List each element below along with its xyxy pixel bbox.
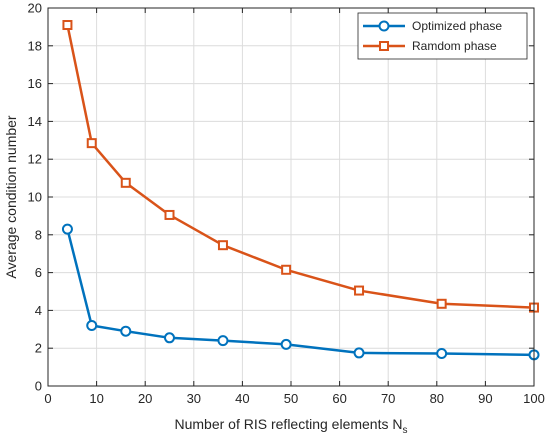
y-tick-label: 16 xyxy=(28,76,42,91)
y-tick-label: 10 xyxy=(28,190,42,205)
legend-box xyxy=(357,12,528,60)
data-point-random xyxy=(120,177,131,188)
data-point-optimized xyxy=(280,338,292,350)
x-tick-label: 40 xyxy=(235,391,249,406)
data-point-random xyxy=(217,240,228,251)
legend-marker-optimized xyxy=(378,20,390,32)
x-tick-label: 20 xyxy=(138,391,152,406)
y-tick-label: 2 xyxy=(35,341,42,356)
y-tick-label: 8 xyxy=(35,227,42,242)
y-tick-label: 4 xyxy=(35,303,42,318)
x-tick-label: 30 xyxy=(187,391,201,406)
grid-lines xyxy=(48,8,534,386)
data-point-random xyxy=(62,20,73,31)
x-tick-label: 50 xyxy=(284,391,298,406)
x-axis-title: Number of RIS reflecting elements Ns xyxy=(175,416,408,436)
x-tick-label: 80 xyxy=(430,391,444,406)
legend: Optimized phase Ramdom phase xyxy=(357,12,528,60)
x-tick-label: 10 xyxy=(89,391,103,406)
data-point-optimized xyxy=(353,347,365,359)
x-tick-label: 60 xyxy=(332,391,346,406)
y-axis-title: Average condition number xyxy=(3,115,19,279)
legend-marker-random xyxy=(379,41,389,51)
y-tick-label: 20 xyxy=(28,1,42,16)
data-point-random xyxy=(436,298,447,309)
data-point-optimized xyxy=(86,320,98,332)
series-layer xyxy=(61,20,540,361)
data-point-random xyxy=(281,264,292,275)
data-point-optimized xyxy=(120,325,132,337)
x-tick-label: 70 xyxy=(381,391,395,406)
data-point-optimized xyxy=(61,223,73,235)
y-tick-label: 18 xyxy=(28,38,42,53)
axis-ticks: 0 10 20 30 40 50 60 70 80 90 100 0 2 4 6 8 10 12 14 16 18 20 xyxy=(28,1,545,407)
y-tick-label: 0 xyxy=(35,379,42,394)
data-point-random xyxy=(86,138,97,149)
x-tick-label: 0 xyxy=(44,391,51,406)
data-point-random xyxy=(164,209,175,220)
data-point-optimized xyxy=(164,332,175,344)
y-tick-label: 14 xyxy=(28,114,42,129)
legend-label-optimized: Optimized phase xyxy=(412,19,502,33)
x-tick-label: 100 xyxy=(523,391,545,406)
data-point-optimized xyxy=(217,335,229,347)
y-tick-label: 12 xyxy=(28,152,42,167)
data-point-random xyxy=(354,285,365,296)
x-tick-label: 90 xyxy=(478,391,492,406)
data-point-optimized xyxy=(436,347,448,359)
y-tick-label: 6 xyxy=(35,265,42,280)
legend-label-random: Ramdom phase xyxy=(412,39,497,53)
